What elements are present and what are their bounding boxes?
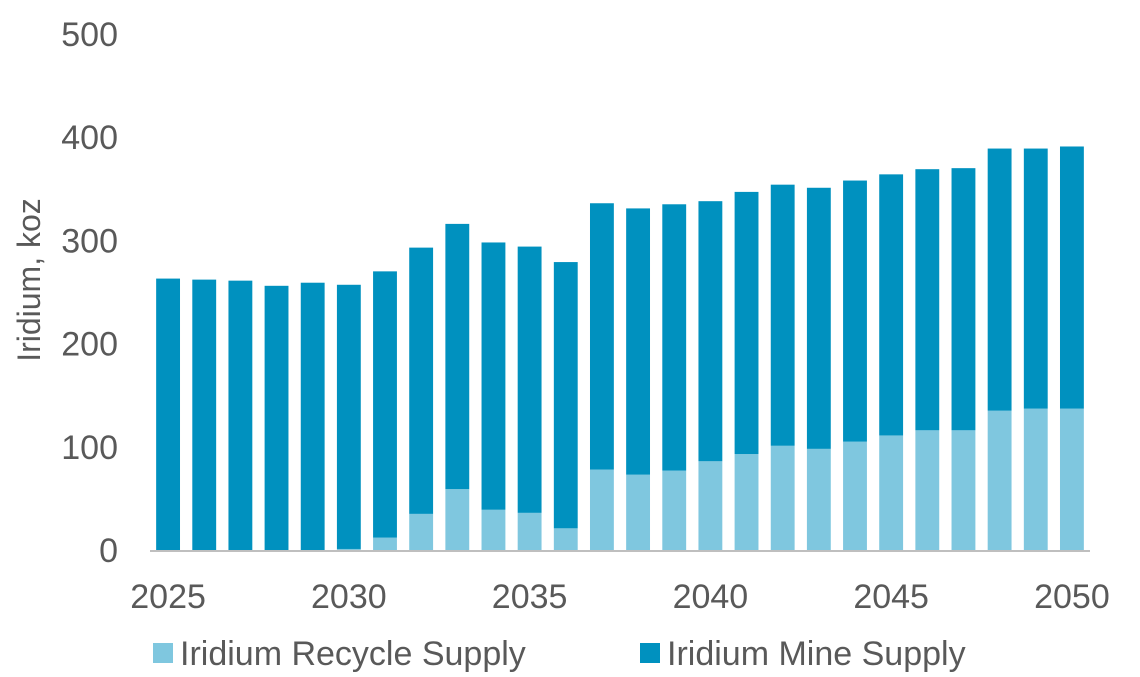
- bar-mine-supply: [409, 247, 434, 514]
- bar-recycle-supply: [951, 430, 976, 550]
- bar-recycle-supply: [1059, 408, 1084, 550]
- bar-mine-supply: [770, 184, 795, 446]
- bar-mine-supply: [553, 262, 578, 529]
- legend-label: Iridium Recycle Supply: [180, 635, 526, 673]
- legend-swatch: [640, 643, 660, 663]
- bar-mine-supply: [662, 204, 687, 471]
- bar-mine-supply: [1023, 148, 1048, 409]
- bar-recycle-supply: [373, 537, 397, 550]
- y-tick-label: 100: [61, 429, 118, 467]
- y-tick-label: 500: [61, 16, 118, 54]
- bar-recycle-supply: [806, 448, 831, 550]
- bar-recycle-supply: [445, 489, 470, 550]
- bar-mine-supply: [698, 201, 723, 462]
- bar-mine-supply: [987, 148, 1012, 411]
- y-axis-ticks: 0 100 200 300 400 500: [61, 16, 118, 570]
- bar-mine-supply: [915, 169, 940, 431]
- bar-recycle-supply: [734, 454, 759, 550]
- legend-label: Iridium Mine Supply: [667, 635, 966, 673]
- bar-recycle-supply: [698, 461, 723, 550]
- bar-mine-supply: [481, 242, 506, 510]
- bar-mine-supply: [192, 279, 217, 550]
- bar-mine-supply: [589, 203, 614, 470]
- bar-recycle-supply: [915, 430, 940, 550]
- bar-mine-supply: [336, 284, 361, 549]
- bar-recycle-supply: [662, 470, 687, 550]
- bar-recycle-supply: [626, 474, 651, 550]
- bar-recycle-supply: [409, 513, 434, 550]
- bar-mine-supply: [879, 174, 904, 436]
- bar-mine-supply: [517, 246, 542, 513]
- bar-recycle-supply: [1023, 408, 1048, 550]
- x-tick-label: 2030: [311, 578, 387, 616]
- x-axis-ticks: 2025 2030 2035 2040 2045 2050: [130, 578, 1109, 616]
- bar-mine-supply: [1059, 146, 1084, 409]
- y-tick-label: 300: [61, 222, 118, 260]
- x-tick-label: 2040: [673, 578, 749, 616]
- y-axis-title: Iridium, koz: [11, 198, 47, 362]
- legend-swatch: [153, 643, 173, 663]
- bar-recycle-supply: [336, 548, 361, 550]
- x-tick-label: 2050: [1034, 578, 1110, 616]
- bar-mine-supply: [300, 282, 325, 550]
- bar-mine-supply: [264, 285, 289, 550]
- bar-recycle-supply: [770, 445, 795, 550]
- bar-mine-supply: [373, 271, 397, 538]
- bars: [156, 146, 1084, 550]
- bar-recycle-supply: [843, 441, 867, 550]
- x-tick-label: 2045: [853, 578, 929, 616]
- bar-mine-supply: [626, 208, 651, 475]
- x-tick-label: 2025: [130, 578, 206, 616]
- y-tick-label: 400: [61, 119, 118, 157]
- bar-recycle-supply: [553, 528, 578, 550]
- bar-mine-supply: [228, 280, 253, 550]
- bar-recycle-supply: [879, 435, 904, 550]
- bar-mine-supply: [156, 278, 181, 550]
- x-tick-label: 2035: [492, 578, 568, 616]
- bar-mine-supply: [445, 223, 470, 490]
- bar-mine-supply: [806, 187, 831, 449]
- y-tick-label: 0: [99, 532, 118, 570]
- bar-mine-supply: [734, 191, 759, 455]
- bar-mine-supply: [951, 168, 976, 431]
- bar-recycle-supply: [589, 469, 614, 550]
- y-tick-label: 200: [61, 326, 118, 364]
- bar-recycle-supply: [517, 512, 542, 550]
- bar-recycle-supply: [987, 410, 1012, 550]
- bar-recycle-supply: [481, 509, 506, 550]
- legend: Iridium Recycle Supply Iridium Mine Suppl…: [153, 635, 966, 673]
- bar-mine-supply: [843, 180, 867, 442]
